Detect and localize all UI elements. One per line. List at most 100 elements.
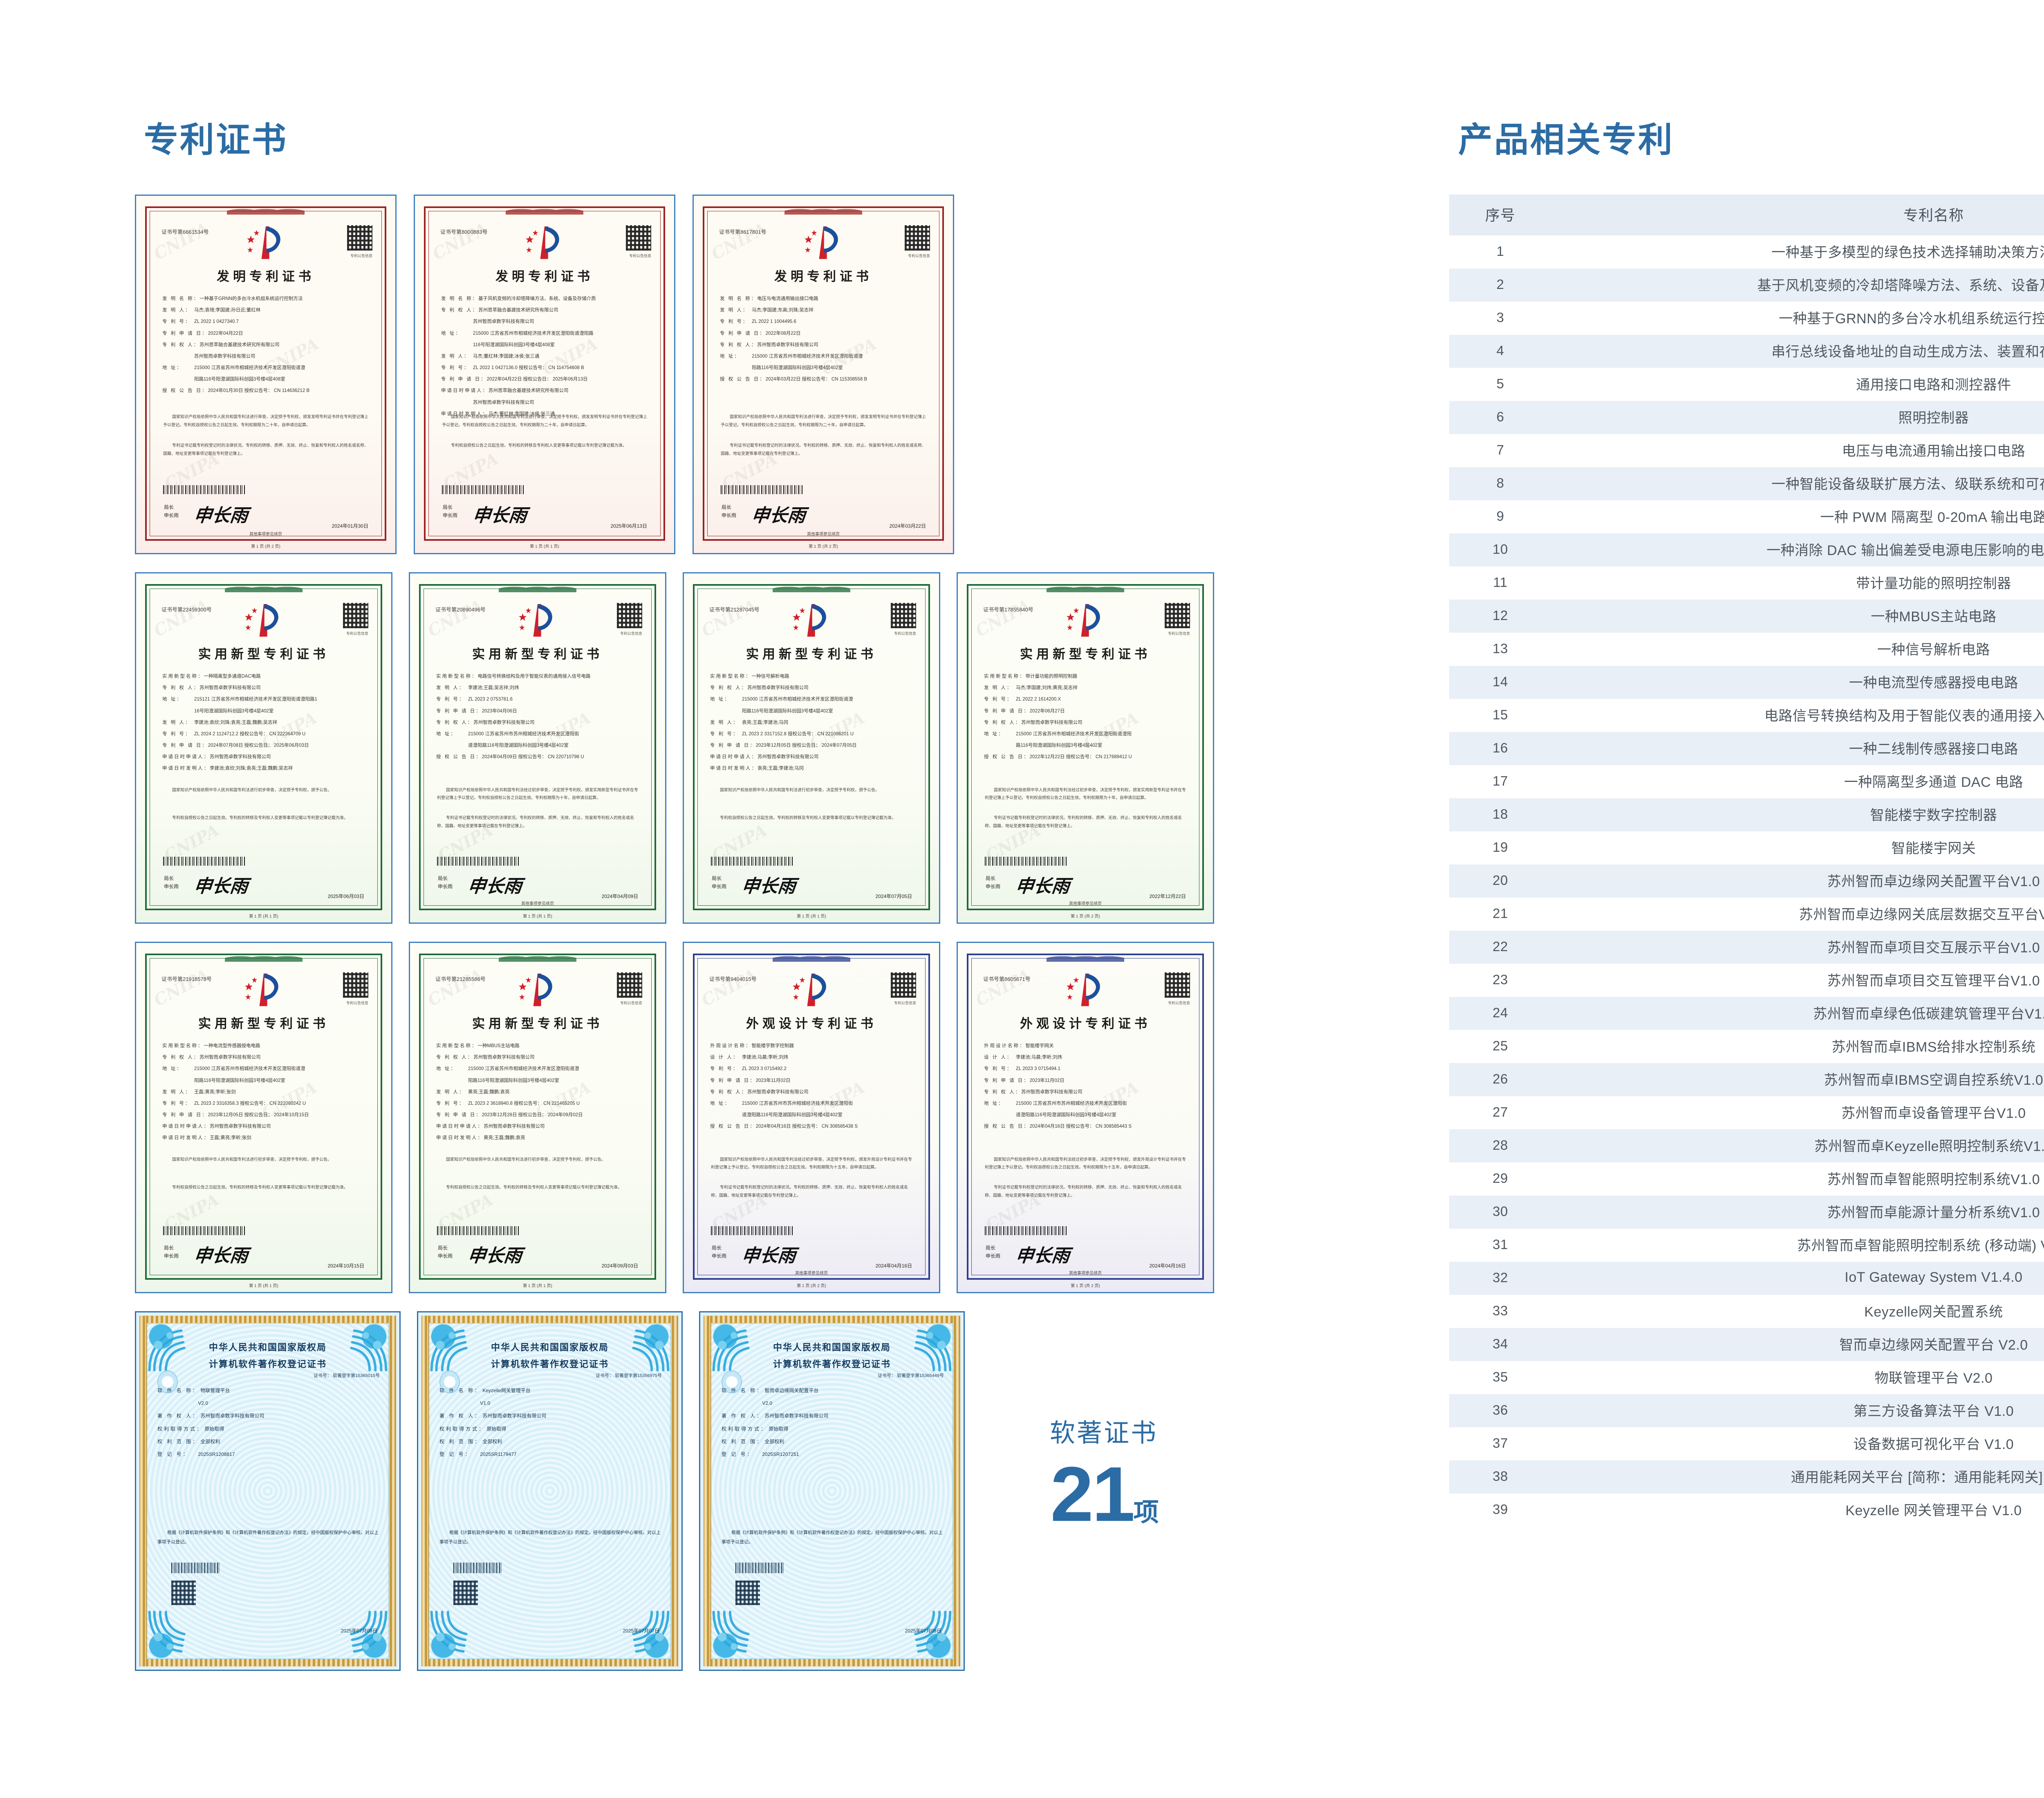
qr-caption: 专利公告信息	[350, 254, 372, 258]
software-copyright-certificate-card[interactable]: 中华人民共和国国家版权局 计算机软件著作权登记证书 证书号： 软著登字第15365…	[699, 1311, 965, 1671]
field-key: 授 权 公 告 日：	[436, 755, 482, 760]
field-row: 实用新型名称：一种MBUS主站电路	[436, 1040, 641, 1052]
patent-certificate-card[interactable]: CNIPA CNIPA CNIPA 证书号第22459300号 专利公告信息 实…	[135, 572, 392, 924]
patent-certificate-card[interactable]: CNIPA CNIPA CNIPA 证书号第20890496号 专利公告信息 实…	[409, 572, 666, 924]
table-row: 1一种基于多模型的绿色技术选择辅助决策方法和系统发明	[1449, 235, 2044, 269]
patent-certificate-card[interactable]: CNIPA CNIPA CNIPA 证书号第17855840号 专利公告信息 实…	[957, 572, 1214, 924]
issue-date: 2025年07月09日	[341, 1628, 377, 1634]
field-key: 发 明 人：	[441, 354, 470, 359]
cell-name: 苏州智而卓项目交互管理平台V1.0	[1827, 973, 2040, 989]
cell-name: 物联管理平台 V2.0	[1874, 1370, 1993, 1386]
software-copyright-certificate-card[interactable]: 中华人民共和国国家版权局 计算机软件著作权登记证书 证书号： 软著登字第15365…	[135, 1311, 401, 1671]
software-certificate-title: 中华人民共和国国家版权局 计算机软件著作权登记证书	[208, 1342, 327, 1370]
cell-name: 一种基于GRNN的多台冷水机组系统运行控制方法	[1779, 311, 2044, 327]
field-row: 专 利 申 请 日：2024年07月08日 授权公告日： 2025年06月03日	[162, 740, 368, 751]
legal-paragraph-2: 专利权自授权公告之日起生效。专利权的转移及专利权人变更等事项记载以专利登记簿记载…	[446, 1185, 622, 1190]
field-value: 116号阳澄湖国际科创园3号楼4层408室	[473, 342, 555, 347]
cell-index: 38	[1449, 1460, 1551, 1493]
software-copyright-certificate-card[interactable]: 中华人民共和国国家版权局 计算机软件著作权登记证书 证书号： 软著登字第15356…	[417, 1311, 683, 1671]
cell-name: 苏州智而卓能源计量分析系统V1.0	[1551, 1196, 2044, 1229]
signature-handwriting: 申长雨	[740, 876, 797, 897]
qr-caption: 专利公告信息	[629, 254, 651, 258]
field-value: 苏州思萃融合基建技术研究所有限公司	[199, 342, 280, 347]
certificate-fields: 实用新型名称：一种隔离型多通道DAC电路专 利 权 人：苏州智而卓数字科技有限公…	[162, 671, 368, 775]
field-value: ZL 2023 2 0753781.6	[468, 697, 513, 702]
patent-certificates-section: 专利证书 CNIPA CNIPA CNIPA 证书号第6661534号 专利公告…	[135, 123, 1239, 1689]
patent-certificate-card[interactable]: CNIPA CNIPA CNIPA 证书号第8617801号 专利公告信息 发明…	[693, 195, 954, 554]
field-row: 授 权 公 告 日：2022年12月22日 授权公告号： CN 21768941…	[984, 751, 1189, 763]
cloud-swirl-ornament-icon	[904, 1324, 952, 1372]
field-value: 袁亮;王磊;李建池;马冈	[758, 766, 804, 771]
software-certificate-number: 证书号： 软著登字第15365015号	[314, 1373, 380, 1378]
patent-certificate-card[interactable]: CNIPA CNIPA CNIPA 证书号第21287045号 专利公告信息 实…	[683, 572, 940, 924]
field-key: 专 利 申 请 日：	[984, 1078, 1030, 1083]
field-row: 著 作 权 人： 苏州智而卓数字科技有限公司	[157, 1410, 381, 1422]
field-row: 地 址： 215121 江苏省苏州市相城经济技术开发区澄阳街道澄阳路1	[162, 694, 368, 705]
field-key: 授 权 公 告 日：	[710, 1124, 756, 1129]
crest-ornament-icon	[225, 580, 303, 592]
qr-code-icon	[891, 603, 916, 628]
crest-ornament-icon	[1047, 949, 1124, 962]
field-key: 实用新型名称：	[162, 1043, 204, 1048]
patent-certificate-card[interactable]: CNIPA CNIPA CNIPA 证书号第6661534号 专利公告信息 发明…	[135, 195, 397, 554]
field-key: 实用新型名称：	[984, 674, 1026, 679]
field-key: 权利取得方式：	[439, 1426, 486, 1432]
issue-date: 2024年03月22日	[889, 523, 926, 529]
field-value: 2024年03月22日 授权公告号： CN 115308558 B	[765, 377, 867, 382]
field-row: 苏州智而卓数字科技有限公司	[162, 351, 372, 362]
certificate-inner: 证书号第8605671号 专利公告信息 外观设计专利证书 外观设计名称：智能楼宇…	[967, 949, 1204, 1288]
field-key: 地 址：	[984, 1101, 1004, 1106]
field-row: 专 利 号： ZL 2023 3 0715494.1	[984, 1063, 1189, 1075]
issue-date: 2024年07月05日	[875, 893, 912, 900]
field-value: 2022年04月22日	[208, 331, 243, 336]
patent-certificate-card[interactable]: CNIPA CNIPA CNIPA 证书号第9404015号 专利公告信息 外观…	[683, 942, 940, 1293]
qr-caption: 专利公告信息	[620, 1001, 642, 1005]
field-row: 软 件 名 称： Keyzelle网关管理平台	[439, 1384, 663, 1397]
field-row: 授 权 公 告 日：2024年03月22日 授权公告号： CN 11530855…	[720, 374, 929, 385]
cell-index: 35	[1493, 1369, 1508, 1384]
page-note: 第 1 页 (共 1 页)	[523, 1284, 552, 1289]
crest-ornament-icon	[506, 202, 583, 215]
continuation-note: 其他事项参见续页	[1069, 902, 1102, 906]
cloud-swirl-ornament-icon	[430, 1324, 478, 1372]
field-key: 软 件 名 称：	[439, 1388, 482, 1393]
field-value: 苏州思萃融合基建技术研究所有限公司	[489, 388, 569, 394]
cell-index: 22	[1449, 931, 1551, 964]
field-value: 苏州智而卓数字科技有限公司	[758, 755, 819, 760]
crest-ornament-icon	[499, 949, 576, 962]
patent-certificate-card[interactable]: CNIPA CNIPA CNIPA 证书号第21285586号 专利公告信息 实…	[409, 942, 666, 1293]
field-value: 李建池;袁欣;刘珠;袁亮;王磊;魏鹏;吴志祥	[210, 766, 293, 771]
qr-code-icon	[453, 1580, 478, 1605]
field-row: 设 计 人： 李建池;马晨;李昕;刘炜	[710, 1052, 915, 1063]
patent-certificate-card[interactable]: CNIPA CNIPA CNIPA 证书号第8605671号 专利公告信息 外观…	[957, 942, 1214, 1293]
cnipa-emblem-icon	[516, 971, 559, 1010]
field-key: 实用新型名称：	[436, 674, 478, 679]
field-value: 智能楼宇网关	[1025, 1043, 1054, 1048]
field-row: 著 作 权 人： 苏州智而卓数字科技有限公司	[439, 1410, 663, 1422]
field-row: 专 利 申 请 日：2023年04月06日	[436, 705, 641, 717]
field-value: 智能楼宇数字控制器	[751, 1043, 794, 1048]
field-row: 著 作 权 人： 苏州智而卓数字科技有限公司	[722, 1410, 945, 1422]
crest-ornament-icon	[784, 202, 862, 215]
table-row: 7电压与电流通用输出接口电路发明	[1449, 434, 2044, 467]
cell-name: Keyzelle 网关管理平台 V1.0	[1845, 1503, 2022, 1518]
patent-certificate-card[interactable]: CNIPA CNIPA CNIPA 证书号第21918578号 专利公告信息 实…	[135, 942, 392, 1293]
cell-name: 苏州智而卓智能照明控制系统 (移动端) V1.0	[1797, 1238, 2044, 1254]
cloud-swirl-ornament-icon	[712, 1324, 760, 1372]
field-value: 马杰;李国建;东高;刘珠;吴志祥	[752, 308, 814, 313]
certificate-row-software: 中华人民共和国国家版权局 计算机软件著作权登记证书 证书号： 软著登字第15365…	[135, 1311, 1239, 1671]
field-value: ZL 2022 1 0427136.0 授权公告号： CN 114754608 …	[473, 365, 584, 371]
field-value: 袁亮;王磊;李建池;马冈	[742, 720, 789, 725]
qr-caption: 专利公告信息	[346, 1001, 368, 1005]
signature-label: 局长 申长雨	[438, 875, 453, 889]
cell-name: 通用接口电路和测控器件	[1856, 377, 2011, 393]
field-key: 专 利 申 请 日：	[720, 331, 766, 336]
signature-handwriting: 申长雨	[740, 1245, 797, 1267]
qr-code-icon	[171, 1580, 196, 1605]
field-row: 16号阳澄湖国际科创园3号楼4层402室	[162, 705, 368, 717]
patent-certificate-card[interactable]: CNIPA CNIPA CNIPA 证书号第8000883号 专利公告信息 发明…	[414, 195, 675, 554]
cell-name: 一种MBUS主站电路	[1551, 600, 2044, 633]
